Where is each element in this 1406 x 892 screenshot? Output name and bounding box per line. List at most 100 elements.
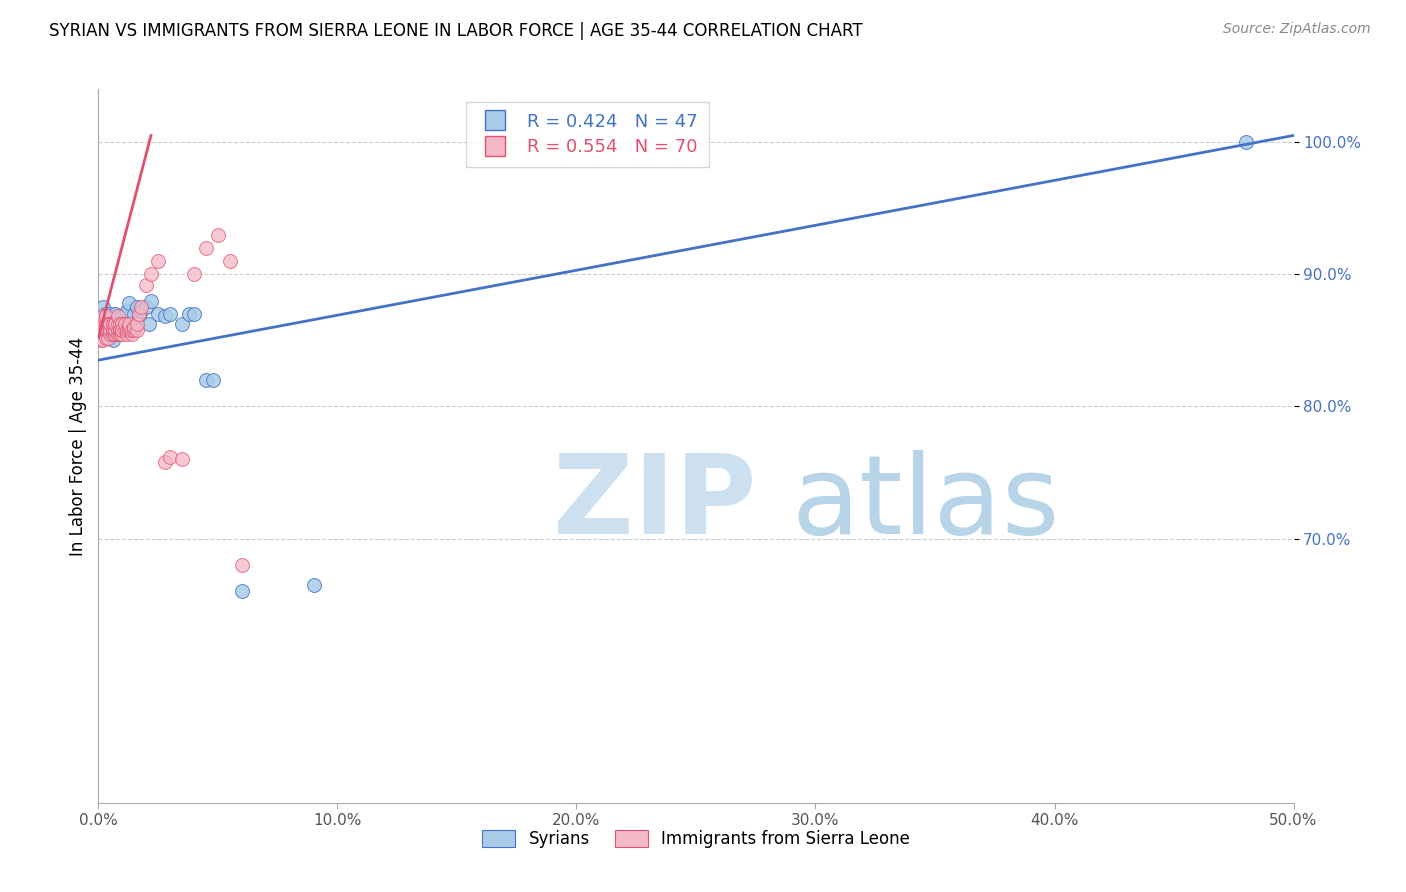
Point — [94, 331, 117, 345]
Point — [121, 323, 143, 337]
Point — [104, 326, 127, 341]
Point — [107, 310, 129, 324]
Point — [104, 318, 127, 332]
Point — [104, 323, 127, 337]
Text: SYRIAN VS IMMIGRANTS FROM SIERRA LEONE IN LABOR FORCE | AGE 35-44 CORRELATION CH: SYRIAN VS IMMIGRANTS FROM SIERRA LEONE I… — [49, 22, 863, 40]
Point — [101, 318, 124, 332]
Point — [111, 323, 134, 337]
Point — [131, 304, 153, 318]
Point — [148, 254, 170, 268]
Point — [135, 300, 157, 314]
Point — [128, 307, 150, 321]
Point — [107, 326, 129, 341]
Point — [128, 310, 150, 324]
Point — [219, 254, 242, 268]
Point — [115, 326, 138, 341]
Point — [90, 313, 112, 327]
Point — [125, 323, 148, 337]
Point — [94, 326, 117, 341]
Point — [94, 323, 117, 337]
Point — [97, 331, 120, 345]
Point — [107, 318, 129, 332]
Point — [135, 277, 157, 292]
Point — [202, 373, 225, 387]
Point — [195, 373, 218, 387]
Point — [94, 310, 117, 324]
Point — [97, 318, 120, 332]
Point — [124, 307, 146, 321]
Point — [108, 323, 131, 337]
Point — [159, 450, 181, 464]
Point — [98, 323, 122, 337]
Point — [124, 320, 146, 334]
Point — [94, 323, 117, 337]
Point — [155, 455, 177, 469]
Point — [90, 333, 112, 347]
Point — [118, 318, 141, 332]
Legend: Syrians, Immigrants from Sierra Leone: Syrians, Immigrants from Sierra Leone — [475, 823, 917, 855]
Point — [101, 323, 124, 337]
Point — [98, 320, 122, 334]
Point — [139, 293, 162, 308]
Text: Source: ZipAtlas.com: Source: ZipAtlas.com — [1223, 22, 1371, 37]
Point — [183, 307, 205, 321]
Point — [111, 323, 134, 337]
Point — [101, 318, 124, 332]
Point — [231, 584, 253, 599]
Point — [91, 300, 114, 314]
Point — [101, 323, 124, 337]
Point — [125, 300, 148, 314]
Point — [104, 323, 127, 337]
Point — [118, 296, 141, 310]
Point — [108, 326, 131, 341]
Point — [155, 310, 177, 324]
Point — [118, 318, 141, 332]
Text: atlas: atlas — [792, 450, 1060, 557]
Point — [108, 318, 131, 332]
Point — [131, 300, 153, 314]
Point — [97, 326, 120, 340]
Point — [172, 452, 194, 467]
Point — [111, 318, 134, 332]
Point — [111, 318, 134, 332]
Point — [172, 318, 194, 332]
Point — [125, 318, 148, 332]
Point — [97, 323, 120, 337]
Point — [94, 318, 117, 332]
Point — [98, 331, 122, 345]
Point — [108, 323, 131, 337]
Point — [1234, 135, 1257, 149]
Point — [91, 318, 114, 332]
Point — [98, 310, 122, 324]
Point — [115, 304, 138, 318]
Point — [159, 307, 181, 321]
Point — [107, 323, 129, 337]
Point — [179, 307, 201, 321]
Point — [302, 578, 325, 592]
Point — [91, 323, 114, 337]
Point — [121, 326, 143, 341]
Point — [231, 558, 253, 572]
Point — [94, 318, 117, 332]
Point — [207, 227, 229, 242]
Point — [90, 323, 112, 337]
Point — [104, 318, 127, 332]
Point — [183, 267, 205, 281]
Point — [108, 323, 131, 337]
Point — [91, 307, 114, 321]
Point — [111, 326, 134, 341]
Point — [104, 307, 127, 321]
Point — [124, 323, 146, 337]
Point — [91, 333, 114, 347]
Y-axis label: In Labor Force | Age 35-44: In Labor Force | Age 35-44 — [69, 336, 87, 556]
Point — [101, 326, 124, 341]
Point — [91, 310, 114, 324]
Point — [118, 320, 141, 334]
Point — [98, 326, 122, 341]
Point — [148, 307, 170, 321]
Point — [108, 318, 131, 332]
Point — [114, 323, 136, 337]
Point — [98, 318, 122, 332]
Point — [97, 331, 120, 345]
Point — [115, 323, 138, 337]
